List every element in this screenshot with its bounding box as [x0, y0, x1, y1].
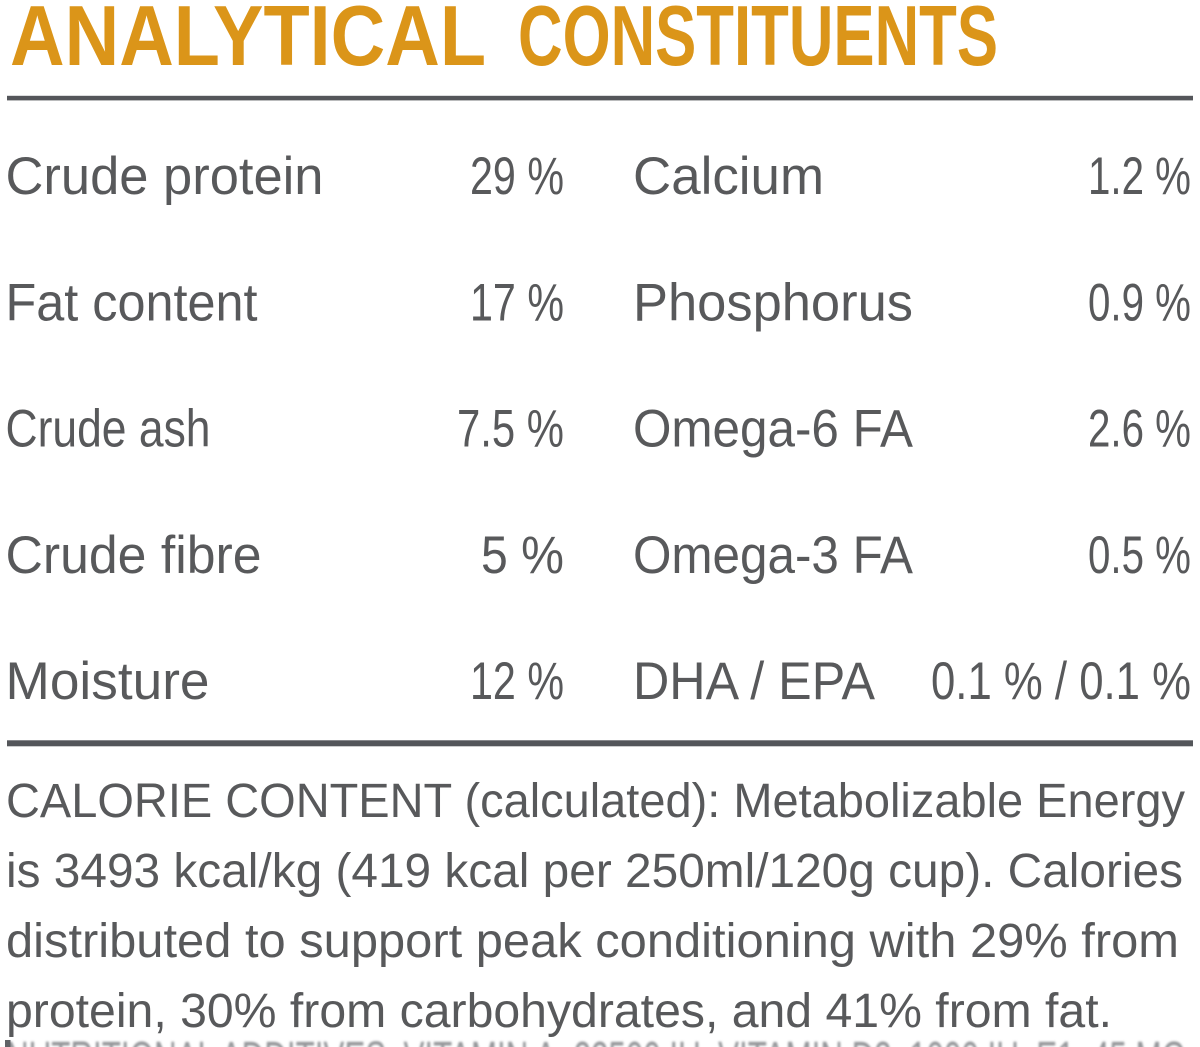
svg-text:ANALYTICAL: ANALYTICAL	[10, 0, 486, 84]
svg-text:0.1 % / 0.1 %: 0.1 % / 0.1 %	[931, 652, 1191, 711]
svg-text:17 %: 17 %	[470, 274, 564, 333]
svg-text:Fat content: Fat content	[6, 274, 258, 333]
svg-text:Calcium: Calcium	[633, 147, 824, 206]
svg-text:Omega-3 FA: Omega-3 FA	[633, 526, 913, 585]
svg-text:CONSTITUENTS: CONSTITUENTS	[518, 0, 998, 84]
svg-text:Crude ash: Crude ash	[6, 400, 211, 459]
svg-text:Crude protein: Crude protein	[6, 147, 324, 206]
svg-text:5 %: 5 %	[481, 526, 564, 585]
svg-text:CALORIE CONTENT (calculated):: CALORIE CONTENT (calculated): Metaboliza…	[6, 775, 1185, 828]
svg-text:7.5 %: 7.5 %	[457, 400, 564, 459]
svg-text:Phosphorus: Phosphorus	[633, 274, 913, 333]
svg-text:DHA / EPA: DHA / EPA	[633, 652, 875, 711]
svg-text:distributed to support peak co: distributed to support peak conditioning…	[6, 915, 1179, 968]
svg-text:2.6 %: 2.6 %	[1088, 400, 1191, 459]
svg-text:NUTRITIONAL ADDITIVES: VITAMIN: NUTRITIONAL ADDITIVES: VITAMIN A: 22500 …	[6, 1033, 1186, 1047]
svg-text:0.5 %: 0.5 %	[1088, 526, 1191, 585]
svg-text:12 %: 12 %	[470, 652, 564, 711]
svg-text:1.2 %: 1.2 %	[1088, 147, 1191, 206]
svg-text:protein, 30% from carbohydrate: protein, 30% from carbohydrates, and 41%…	[6, 985, 1112, 1038]
svg-text:29 %: 29 %	[470, 147, 564, 206]
svg-text:is 3493 kcal/kg (419 kcal per: is 3493 kcal/kg (419 kcal per 250ml/120g…	[6, 845, 1183, 898]
svg-text:Moisture: Moisture	[6, 652, 210, 711]
svg-text:0.9 %: 0.9 %	[1088, 274, 1191, 333]
svg-text:Omega-6 FA: Omega-6 FA	[633, 400, 913, 459]
svg-text:Crude fibre: Crude fibre	[6, 526, 262, 585]
